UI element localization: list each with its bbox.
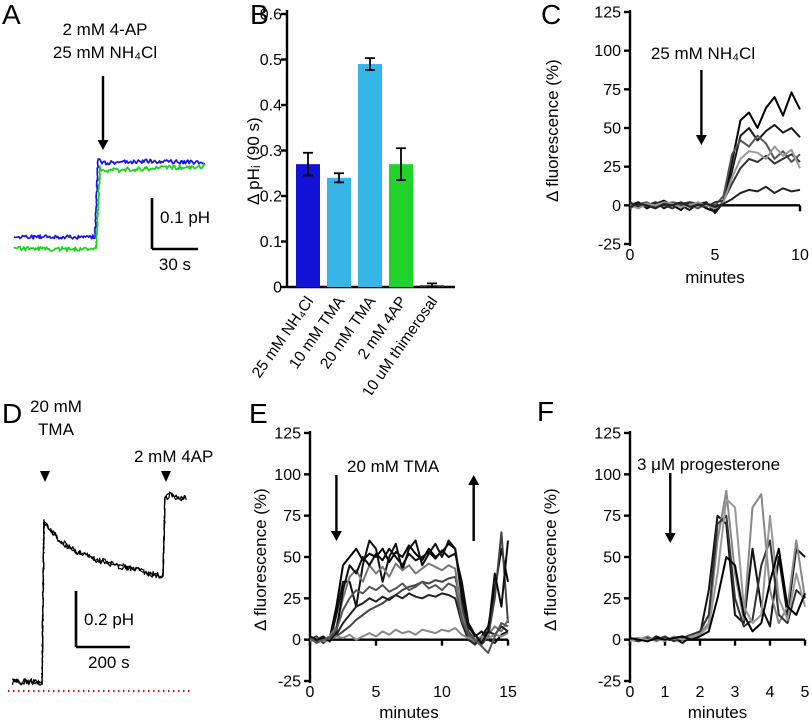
panel-c: C Δ fluorescence (%) 25 mM NH₄Cl minutes… [525, 0, 812, 395]
svg-text:0: 0 [306, 684, 315, 701]
svg-text:50: 50 [603, 121, 621, 138]
panel-a-annotation-line1: 2 mM 4-AP [62, 20, 148, 39]
panel-e-line-chart: 125 100 75 50 25 0 -25 0 5 10 15 [274, 426, 517, 702]
panel-a-vscale-label: 0.1 pH [160, 208, 211, 227]
svg-text:0.2: 0.2 [260, 189, 282, 206]
svg-text:0: 0 [626, 684, 635, 701]
svg-text:2: 2 [696, 684, 705, 701]
svg-text:4: 4 [766, 684, 775, 701]
panel-a-annotation-line2: 25 mM NH₄Cl [52, 43, 158, 62]
panel-d-tma-line2: TMA [38, 420, 74, 439]
panel-c-label: C [541, 0, 562, 30]
svg-text:0: 0 [612, 632, 621, 649]
panel-d-tma-annotation: 20 mM TMA [18, 395, 94, 441]
panel-d-hscale-label: 200 s [88, 653, 130, 672]
panel-f-line-chart: 125 100 75 50 25 0 -25 0 1 2 3 4 5 [594, 426, 810, 702]
svg-text:100: 100 [274, 467, 301, 484]
svg-text:75: 75 [603, 82, 621, 99]
svg-text:75: 75 [283, 508, 301, 525]
svg-text:25: 25 [603, 159, 621, 176]
panel-d: D 20 mM TMA 2 mM 4AP 0.2 pH 200 s [0, 395, 240, 728]
svg-text:10: 10 [433, 684, 451, 701]
svg-text:3: 3 [731, 684, 740, 701]
panel-c-annotation: 25 mM NH₄Cl [650, 44, 756, 63]
panel-f-x-axis-title: minutes [687, 703, 748, 722]
svg-text:125: 125 [594, 426, 621, 443]
panel-f-y-axis-title: Δ fluorescence (%) [541, 488, 560, 631]
svg-text:25: 25 [603, 591, 621, 608]
panel-d-label: D [2, 398, 23, 429]
panel-f: F Δ fluorescence (%) 3 μM progesterone m… [525, 395, 812, 728]
panel-d-vscale-label: 0.2 pH [84, 610, 135, 629]
svg-text:5: 5 [801, 684, 810, 701]
panel-c-y-axis-title: Δ fluorescence (%) [543, 59, 562, 202]
svg-text:5: 5 [372, 684, 381, 701]
svg-text:125: 125 [594, 5, 621, 22]
svg-text:0: 0 [612, 198, 621, 215]
panel-d-tma-line1: 20 mM [30, 397, 82, 416]
panel-b-y-axis-title: Δ pHᵢ (90 s) [244, 117, 263, 205]
svg-text:5: 5 [711, 247, 720, 264]
panel-f-label: F [537, 396, 555, 427]
svg-text:125: 125 [274, 426, 301, 443]
svg-text:75: 75 [603, 508, 621, 525]
svg-text:100: 100 [594, 43, 621, 60]
svg-text:100: 100 [594, 467, 621, 484]
svg-text:0.3: 0.3 [260, 143, 282, 160]
panel-d-plot [8, 471, 190, 693]
panel-a-label: A [2, 0, 21, 30]
panel-b-label: B [250, 0, 269, 30]
panel-e-y-axis-title: Δ fluorescence (%) [251, 488, 270, 631]
panel-d-4ap-annotation: 2 mM 4AP [134, 447, 214, 466]
panel-e: E Δ fluorescence (%) 20 mM TMA minutes 1… [245, 395, 525, 728]
svg-text:1: 1 [661, 684, 670, 701]
panel-c-x-axis-title: minutes [685, 268, 745, 287]
svg-text:0.4: 0.4 [260, 98, 282, 115]
panel-a: A 2 mM 4-AP 25 mM NH₄Cl 0.1 pH 30 s [0, 0, 240, 395]
svg-text:-25: -25 [278, 674, 301, 691]
svg-text:50: 50 [603, 550, 621, 567]
svg-text:0: 0 [626, 247, 635, 264]
svg-text:-25: -25 [598, 237, 621, 254]
panel-a-plot [13, 76, 206, 253]
svg-text:0.5: 0.5 [260, 52, 282, 69]
panel-f-annotation: 3 μM progesterone [637, 455, 781, 474]
panel-e-annotation: 20 mM TMA [347, 457, 440, 476]
svg-text:0: 0 [273, 280, 282, 297]
panel-c-line-chart: 125 100 75 50 25 0 -25 0 5 10 [594, 5, 809, 265]
panel-a-hscale-label: 30 s [158, 255, 192, 274]
svg-text:10: 10 [791, 247, 809, 264]
svg-text:25: 25 [283, 591, 301, 608]
svg-text:15: 15 [499, 684, 517, 701]
panel-e-x-axis-title: minutes [379, 703, 439, 722]
svg-text:50: 50 [283, 550, 301, 567]
svg-text:0: 0 [292, 632, 301, 649]
svg-text:0.6: 0.6 [260, 7, 282, 24]
svg-text:0.1: 0.1 [260, 234, 282, 251]
svg-text:-25: -25 [598, 674, 621, 691]
panel-b: B Δ pHᵢ (90 s) 0 0.1 0.2 0.3 0.4 0.5 0.6 25 mM … [240, 0, 525, 395]
panel-e-label: E [249, 398, 268, 429]
panel-a-annotation: 2 mM 4-AP 25 mM NH₄Cl [12, 18, 198, 64]
